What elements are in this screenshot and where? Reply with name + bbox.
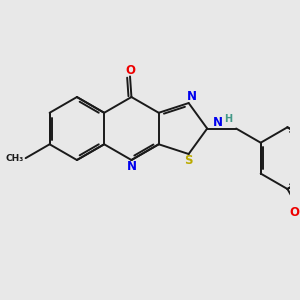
Text: N: N [126, 160, 136, 173]
Text: O: O [125, 64, 135, 76]
Text: CH₃: CH₃ [6, 154, 24, 163]
Text: S: S [184, 154, 193, 167]
Text: N: N [187, 90, 197, 103]
Text: O: O [290, 206, 300, 220]
Text: H: H [224, 114, 232, 124]
Text: N: N [213, 116, 223, 129]
